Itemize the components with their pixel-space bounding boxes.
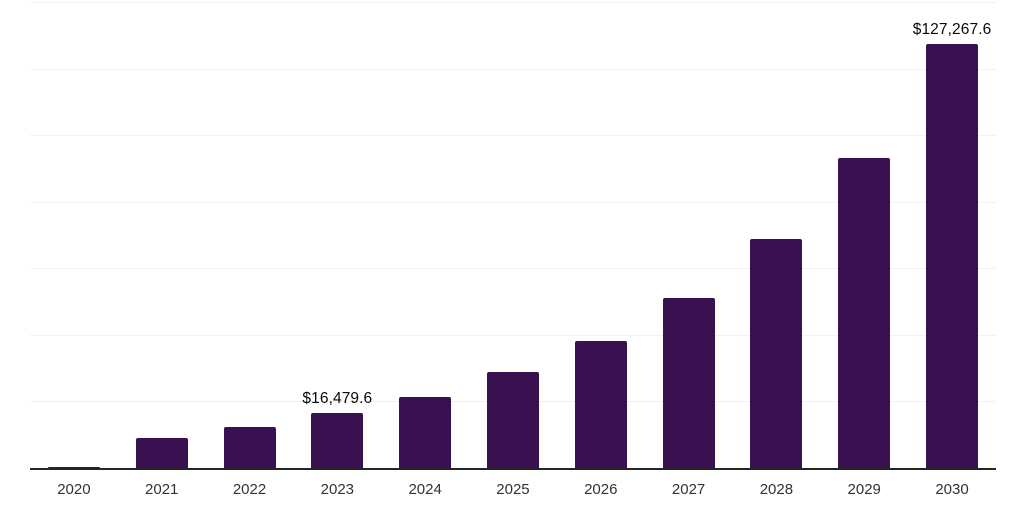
x-tick-2026: 2026 (584, 481, 618, 498)
value-label-2023: $16,479.6 (302, 390, 373, 408)
x-axis-labels: 2020 2021 2022 2023 2024 2025 2026 2027 2028 2029… (30, 481, 996, 498)
bar-column-2021 (118, 2, 206, 468)
x-tick-2021: 2021 (145, 481, 179, 498)
gridline (30, 201, 996, 203)
bar-2022 (223, 427, 276, 468)
bar-2023: $16,479.6 (302, 390, 372, 468)
value-label-2030: $127,267.6 (912, 21, 992, 39)
x-tick-2028: 2028 (759, 481, 794, 498)
gridline (30, 268, 996, 270)
bar-2026 (574, 340, 627, 468)
bar-2025 (486, 372, 539, 468)
x-tick-2029: 2029 (847, 481, 881, 498)
x-tick-2022: 2022 (232, 481, 267, 498)
bar-2021 (135, 438, 188, 468)
bar-column-2030: $127,267.6 (908, 2, 996, 468)
bars-row: $16,479.6 $127,267.6 (30, 2, 996, 468)
x-tick-2025: 2025 (496, 481, 530, 498)
bar-2020 (47, 466, 100, 468)
bar-2029 (838, 158, 891, 468)
x-tick-2020: 2020 (57, 481, 91, 498)
gridline (30, 2, 996, 3)
bar-2027 (662, 297, 715, 468)
x-tick-2030: 2030 (935, 481, 969, 498)
x-tick-2027: 2027 (671, 481, 706, 498)
x-tick-2023: 2023 (320, 481, 355, 498)
gridline (30, 68, 996, 70)
bar-column-2020 (30, 2, 118, 468)
bar-column-2026 (557, 2, 645, 468)
bar-column-2027 (645, 2, 733, 468)
bar-column-2029 (820, 2, 908, 468)
bar-2028 (750, 238, 803, 468)
bar-column-2022 (206, 2, 294, 468)
bar-column-2024 (381, 2, 469, 468)
bar-2030: $127,267.6 (913, 21, 991, 468)
x-tick-2024: 2024 (408, 481, 442, 498)
bar-column-2023: $16,479.6 (293, 2, 381, 468)
gridline (30, 135, 996, 137)
gridline (30, 334, 996, 336)
bar-column-2025 (469, 2, 557, 468)
bar-column-2028 (733, 2, 821, 468)
bar-2024 (399, 397, 452, 468)
plot-area: $16,479.6 $127,267.6 (30, 2, 996, 470)
